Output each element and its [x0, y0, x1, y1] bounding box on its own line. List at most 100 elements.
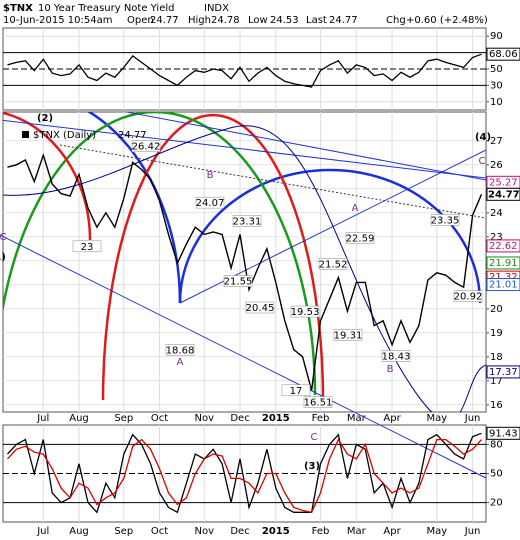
callout-box — [290, 305, 320, 318]
trendline — [0, 234, 487, 479]
legend-value: 24.77 — [118, 130, 147, 141]
callout-box — [245, 301, 275, 314]
last-value-box — [486, 47, 520, 61]
wave-label: C — [479, 156, 486, 167]
last-value-label: 91.43 — [489, 428, 518, 439]
last-value-label: 68.06 — [489, 49, 518, 60]
change-label: Chg — [386, 15, 406, 26]
x-tick-label: Jun — [464, 526, 481, 537]
price-callout: 21.52 — [319, 259, 348, 270]
x-tick-label: Mar — [347, 526, 367, 537]
price-callout: 16.51 — [304, 398, 333, 409]
quote-value: 24.78 — [211, 15, 240, 26]
x-tick-label: Oct — [151, 413, 168, 424]
x-tick-label: 2015 — [262, 526, 290, 537]
series-line — [7, 432, 482, 514]
callout-box — [232, 215, 262, 227]
y-tick-label: 19 — [490, 328, 503, 339]
wave-label: B — [207, 170, 214, 181]
callout-box — [381, 350, 411, 362]
quote-label: Open — [127, 15, 154, 26]
trendline — [3, 119, 486, 179]
x-tick-label: Nov — [194, 526, 214, 537]
y-tick-label: 20 — [490, 304, 503, 315]
x-tick-label: Nov — [194, 413, 214, 424]
symbol: $TNX — [3, 3, 33, 14]
quote-label: High — [188, 15, 211, 26]
x-tick-label: Jun — [464, 413, 481, 424]
date: 10-Jun-2015 10:54am — [3, 15, 112, 26]
callout-box — [345, 232, 375, 244]
wave-label: (3) — [304, 461, 320, 472]
y-tick-label: 26 — [490, 160, 503, 171]
x-tick-label: Aug — [69, 413, 89, 424]
y-tick-label: 50 — [490, 64, 503, 75]
callout-box — [165, 344, 195, 356]
price-callout: 23 — [81, 242, 94, 253]
x-tick-label: Dec — [230, 526, 249, 537]
y-tick-label: 17 — [490, 376, 503, 387]
y-tick-label: 24 — [490, 208, 503, 219]
price-level-label: 21.32 — [489, 272, 518, 283]
x-tick-label: Feb — [312, 526, 330, 537]
price-callout: 24.07 — [196, 198, 225, 209]
x-tick-label: 2015 — [262, 413, 290, 424]
series-line — [7, 152, 483, 391]
price-callout: 19.31 — [334, 330, 363, 341]
price-callout: 23.35 — [431, 215, 460, 226]
price-callout: 18.43 — [382, 351, 411, 362]
x-tick-label: Jul — [36, 526, 49, 537]
y-tick-label: 90 — [490, 31, 503, 42]
x-tick-label: Sep — [114, 413, 133, 424]
x-tick-label: Oct — [151, 526, 168, 537]
price-level-label: 21.91 — [489, 258, 518, 269]
series-line — [7, 438, 482, 514]
wave-label: 1) — [0, 252, 6, 263]
y-tick-label: 80 — [490, 439, 503, 450]
legend-label: $TNX (Daily) — [33, 130, 96, 141]
x-tick-label: Mar — [347, 413, 367, 424]
price-callout: 18.68 — [166, 345, 195, 356]
callout-box — [318, 258, 348, 270]
price-callout: 26.42 — [132, 142, 161, 153]
y-tick-label: 50 — [490, 469, 503, 480]
series-line — [7, 53, 482, 88]
legend-swatch — [22, 131, 29, 138]
price-callout: 20.92 — [454, 292, 483, 303]
price-level-label: 22.62 — [489, 241, 518, 252]
callout-box — [195, 196, 225, 209]
price-level-box — [486, 239, 520, 253]
trendline — [124, 112, 486, 181]
price-level-box — [486, 256, 520, 270]
wave-label: (2) — [37, 113, 53, 124]
x-tick-label: Apr — [383, 413, 401, 424]
y-tick-label: 10 — [490, 97, 503, 108]
callout-box — [72, 240, 102, 253]
x-tick-label: May — [426, 526, 447, 537]
price-level-box — [486, 365, 520, 379]
trendline — [59, 144, 486, 219]
x-tick-label: Dec — [230, 413, 249, 424]
callout-box — [453, 290, 483, 302]
wave-label: A — [177, 357, 184, 368]
y-tick-label: 16 — [490, 400, 503, 411]
price-callout: 19.53 — [291, 307, 320, 318]
wave-label: A — [352, 203, 359, 214]
x-tick-label: Apr — [383, 526, 401, 537]
wave-label: C — [0, 232, 7, 243]
wave-label: C — [311, 432, 318, 443]
y-tick-label: 27 — [490, 136, 503, 147]
overlay-drawings — [3, 112, 486, 412]
price-callout: 22.59 — [346, 234, 375, 245]
y-tick-label: 30 — [490, 80, 503, 91]
x-tick-label: Jul — [36, 413, 49, 424]
quote-label: Low — [248, 15, 268, 26]
last-value-box — [486, 187, 520, 201]
callout-box — [303, 396, 333, 408]
quote-value: 24.77 — [150, 15, 179, 26]
last-value-box — [486, 426, 520, 440]
price-level-label: 25.27 — [489, 177, 518, 188]
cycle-arc — [3, 112, 317, 396]
